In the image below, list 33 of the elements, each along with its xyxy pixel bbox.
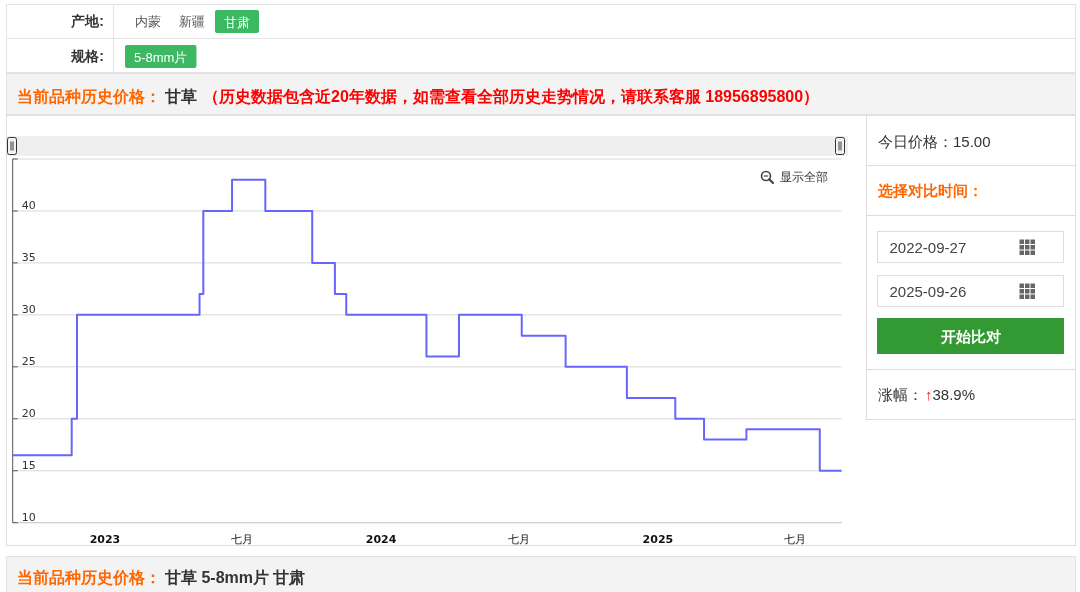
x-tick-label: 2025: [642, 532, 674, 545]
y-tick-label: 30: [21, 302, 36, 316]
label-option: 5-8mm片: [134, 49, 188, 64]
text: 今日价格：15.00: [878, 132, 991, 150]
button-label: 开始比对: [940, 327, 1001, 345]
title: 当前品种历史价格：: [17, 568, 161, 586]
y-tick-label: 35: [21, 250, 36, 264]
y-tick-label: 40: [21, 198, 36, 212]
text: 涨幅：: [878, 385, 923, 403]
y-tick-label: 25: [21, 354, 36, 368]
subtitle: 甘草: [165, 87, 197, 105]
label-date: 2025-09-26: [889, 282, 967, 300]
option: 新疆: [179, 13, 205, 29]
x-tick-label: 2024: [365, 532, 397, 545]
y-tick-label: 15: [21, 458, 36, 472]
label: 产地:: [71, 13, 104, 29]
x-tick-label: 七月: [783, 532, 806, 545]
y-tick-label: 10: [21, 510, 36, 524]
reset-zoom: 显示全部: [780, 170, 828, 184]
x-tick-label: 七月: [507, 532, 530, 545]
label: 规格:: [71, 48, 104, 64]
heading: 选择对比时间：: [878, 181, 983, 199]
label-date: 2022-09-27: [889, 238, 967, 256]
title: 当前品种历史价格：: [17, 87, 161, 105]
label-option: 甘肃: [224, 14, 250, 29]
arrow: ↑: [925, 385, 933, 403]
subtitle: 甘草 5-8mm片 甘肃: [165, 568, 306, 586]
y-tick-label: 20: [21, 406, 36, 420]
text: 38.9%: [932, 385, 976, 403]
note: （历史数据包含近20年数据，如需查看全部历史走势情况，请联系客服 18956895800）: [203, 87, 820, 105]
option: 内蒙: [135, 13, 161, 29]
x-tick-label: 2023: [89, 532, 121, 545]
x-tick-label: 七月: [230, 532, 253, 545]
